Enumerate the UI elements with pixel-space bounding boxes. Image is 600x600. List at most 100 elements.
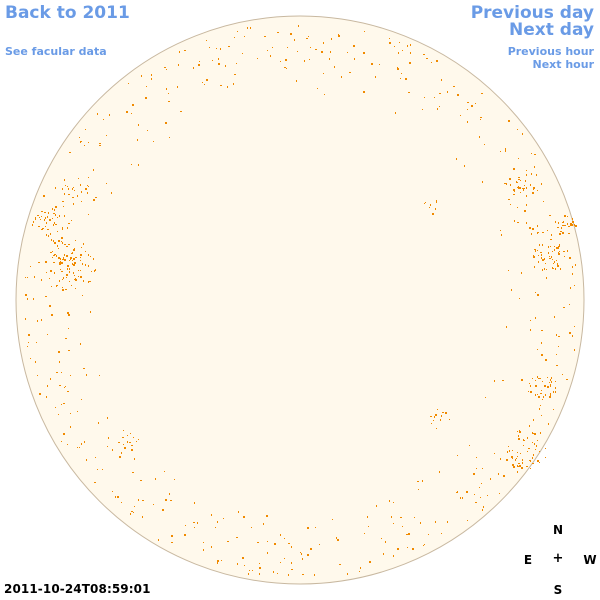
- facula-speck: [558, 346, 559, 347]
- facula-speck: [556, 260, 557, 261]
- facula-speck: [134, 458, 135, 460]
- facula-speck: [569, 304, 570, 305]
- facula-speck: [347, 52, 348, 53]
- facula-speck: [541, 390, 542, 391]
- facula-speck: [73, 272, 74, 274]
- facula-speck: [518, 463, 520, 464]
- facula-speck: [47, 216, 48, 218]
- previous-day-link[interactable]: Previous day: [470, 3, 594, 23]
- facula-speck: [302, 558, 303, 560]
- facula-speck: [58, 248, 59, 249]
- facula-speck: [456, 492, 457, 493]
- facula-speck: [166, 88, 167, 90]
- facula-speck: [542, 232, 544, 233]
- facula-speck: [99, 143, 101, 144]
- facula-speck: [103, 119, 104, 120]
- facula-speck: [301, 553, 302, 555]
- facula-speck: [32, 224, 33, 226]
- facula-speck: [52, 208, 53, 210]
- see-facular-data-link[interactable]: See facular data: [5, 45, 107, 58]
- facula-speck: [131, 445, 133, 446]
- facula-speck: [550, 395, 551, 397]
- facula-speck: [500, 151, 501, 152]
- facula-speck: [41, 319, 42, 321]
- facula-speck: [526, 222, 527, 224]
- facula-speck: [508, 446, 509, 447]
- facula-speck: [234, 74, 236, 75]
- facula-speck: [166, 69, 167, 70]
- facula-speck: [541, 183, 542, 185]
- facula-speck: [248, 573, 249, 575]
- facula-speck: [64, 244, 66, 245]
- facula-speck: [68, 188, 69, 190]
- compass-north-label: N: [552, 523, 564, 537]
- facula-speck: [75, 278, 76, 279]
- previous-hour-link[interactable]: Previous hour: [507, 45, 594, 58]
- facula-speck: [539, 378, 541, 379]
- facula-speck: [257, 542, 259, 543]
- facula-speck: [391, 516, 392, 518]
- facula-speck: [58, 351, 60, 353]
- facula-speck: [67, 265, 69, 267]
- facula-speck: [234, 37, 235, 38]
- facula-speck: [55, 206, 57, 208]
- facula-speck: [538, 396, 540, 398]
- facula-speck: [552, 251, 553, 252]
- facula-speck: [174, 479, 175, 480]
- facula-speck: [123, 430, 124, 431]
- facula-speck: [63, 206, 64, 207]
- facula-speck: [530, 385, 531, 387]
- facula-speck: [68, 350, 70, 351]
- facula-speck: [515, 459, 516, 461]
- facula-speck: [540, 405, 541, 406]
- facula-speck: [302, 574, 304, 575]
- facula-speck: [151, 78, 152, 80]
- facula-speck: [307, 554, 309, 556]
- facula-speck: [456, 158, 457, 160]
- facula-speck: [42, 228, 43, 230]
- next-hour-link[interactable]: Next hour: [532, 58, 595, 71]
- facula-speck: [88, 186, 89, 187]
- facula-speck: [52, 251, 53, 252]
- facula-speck: [247, 27, 248, 29]
- facula-speck: [572, 266, 573, 268]
- facula-speck: [121, 502, 122, 503]
- facula-speck: [73, 264, 75, 266]
- facula-speck: [252, 570, 253, 571]
- facula-speck: [71, 220, 72, 221]
- facula-speck: [556, 354, 557, 355]
- facula-speck: [95, 457, 96, 458]
- facula-speck: [423, 545, 424, 546]
- facula-speck: [46, 272, 47, 273]
- facula-speck: [538, 378, 539, 379]
- facula-speck: [270, 55, 271, 57]
- facula-speck: [65, 386, 66, 387]
- facula-speck: [133, 437, 134, 438]
- back-to-year-link[interactable]: Back to 2011: [5, 3, 130, 23]
- facula-speck: [543, 201, 544, 202]
- facula-speck: [359, 571, 360, 572]
- facula-speck: [559, 244, 560, 246]
- facula-speck: [553, 409, 554, 410]
- facula-speck: [147, 130, 148, 131]
- facula-speck: [162, 509, 164, 511]
- facula-speck: [534, 166, 535, 168]
- facula-speck: [72, 252, 73, 254]
- facula-speck: [259, 567, 261, 569]
- facula-speck: [399, 42, 400, 43]
- facula-speck: [68, 244, 70, 245]
- facula-speck: [530, 460, 531, 462]
- facula-speck: [140, 480, 142, 481]
- facula-speck: [410, 44, 411, 46]
- facula-speck: [567, 223, 568, 225]
- facula-speck: [290, 33, 292, 35]
- facula-speck: [44, 219, 45, 221]
- facula-speck: [554, 246, 555, 247]
- facula-speck: [518, 438, 520, 440]
- facula-speck: [46, 234, 47, 236]
- facula-speck: [122, 437, 124, 438]
- facula-speck: [457, 491, 458, 493]
- facula-speck: [56, 372, 58, 373]
- facula-speck: [66, 274, 68, 276]
- next-day-link[interactable]: Next day: [509, 20, 594, 40]
